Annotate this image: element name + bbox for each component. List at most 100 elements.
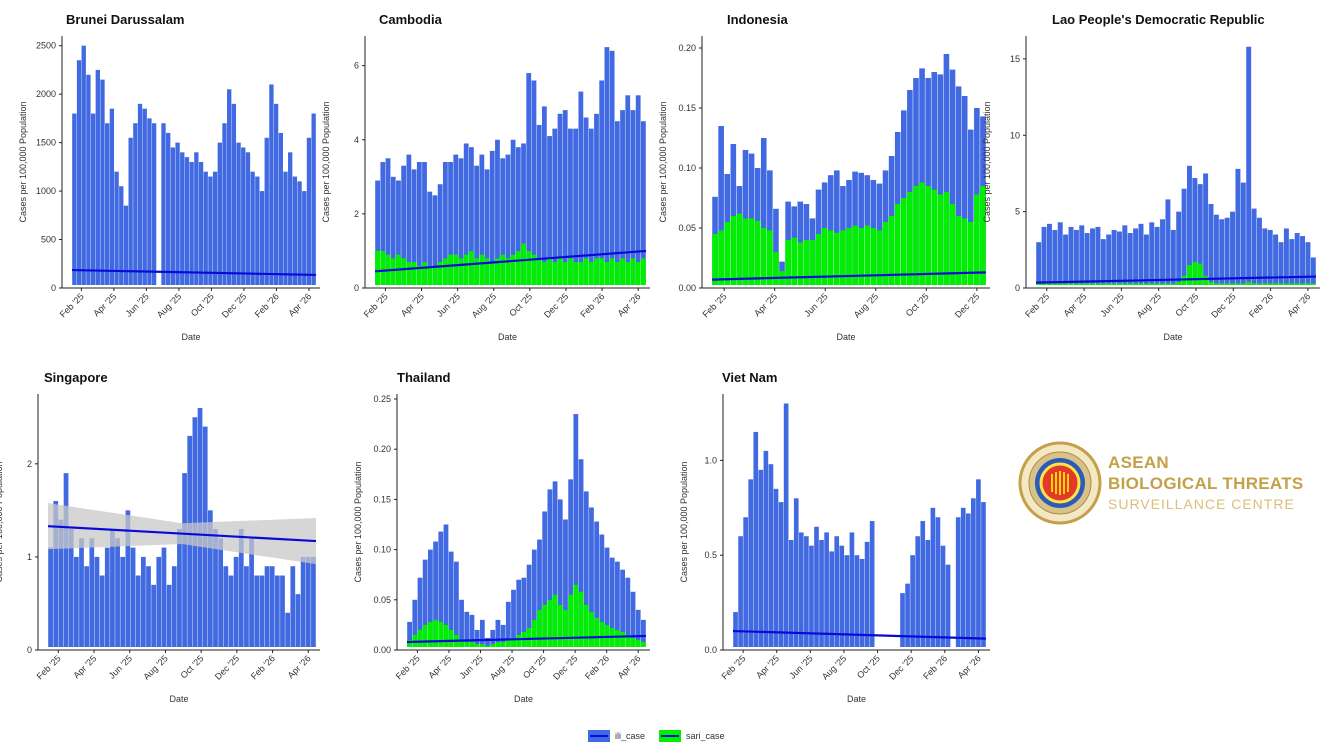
x-tick-label: Dec '25 [213, 653, 241, 681]
x-tick-label: Jun '25 [802, 291, 829, 318]
ili-bar [280, 575, 285, 647]
y-tick-label: 0.05 [373, 595, 391, 605]
ili-bar [900, 110, 907, 286]
y-tick-label: 1000 [36, 186, 56, 196]
sari-bar [526, 250, 532, 285]
ili-bar [1106, 234, 1112, 285]
ili-bar [854, 555, 860, 647]
ili-bar [73, 556, 79, 647]
sari-bar [858, 228, 864, 285]
sari-bar [521, 243, 526, 285]
sari-bar [375, 250, 381, 285]
x-tick-label: Apr '26 [956, 653, 983, 680]
sari-bar [505, 258, 511, 285]
sari-bar [1111, 283, 1117, 285]
sari-bar [949, 204, 956, 285]
ili-bar [768, 464, 774, 647]
sari-bar [469, 641, 475, 647]
sari-bar [422, 624, 428, 647]
ili-bar [630, 110, 636, 285]
ili-bar [171, 566, 177, 647]
sari-bar [1300, 283, 1306, 285]
ili-bar [311, 556, 316, 647]
sari-bar [1305, 283, 1311, 285]
x-tick-label: Dec '25 [887, 653, 915, 681]
ili-bar [115, 538, 120, 647]
sari-bar [542, 604, 548, 647]
trend-line [47, 525, 317, 543]
ili-bar [274, 575, 280, 647]
sari-bar [1165, 283, 1171, 285]
ili-bar [401, 165, 407, 285]
sari-bar [876, 230, 883, 285]
ili-bar [128, 137, 133, 285]
ili-bar [521, 577, 527, 647]
ili-bar [380, 162, 386, 285]
ili-bar [748, 479, 754, 647]
ili-bar [778, 502, 784, 647]
ili-bar [285, 612, 291, 647]
ili-bar [443, 524, 449, 647]
panel-3: Lao People's Democratic Republic 0 5 10 15 Fe… [982, 12, 1320, 342]
ili-bar [390, 176, 396, 285]
ili-bar [1230, 211, 1236, 285]
ili-bar [433, 541, 438, 647]
sari-bar [599, 621, 605, 647]
x-tick-label: Jun '25 [123, 291, 150, 318]
x-tick-label: Feb '25 [700, 291, 728, 319]
sari-bar [1041, 283, 1047, 285]
ili-bar [305, 556, 311, 647]
y-tick-label: 5 [1015, 207, 1020, 217]
x-tick-label: Feb '26 [578, 291, 606, 319]
sari-bar [1262, 283, 1268, 285]
ili-bar [635, 95, 641, 285]
sari-bar [641, 641, 646, 647]
y-tick-label: 0.05 [678, 223, 696, 233]
panel-1: Cambodia 0 2 4 6 Feb '25 Apr '25 Jun '25 Aug '25… [321, 12, 650, 342]
x-tick-label: Oct '25 [521, 653, 548, 680]
ili-bar [541, 106, 547, 285]
ili-bar [1267, 229, 1273, 285]
ili-bar [84, 566, 90, 647]
ili-bar [495, 619, 501, 647]
x-tick-label: Dec '25 [1209, 291, 1237, 319]
ili-bar [783, 403, 789, 647]
ili-bar [1278, 242, 1284, 285]
sari-bar [894, 204, 901, 285]
ili-bar [130, 547, 136, 647]
trend-line [406, 634, 647, 644]
panel-2: Indonesia 0.00 0.05 0.10 0.15 0.20 Feb '25 Apr … [658, 12, 990, 342]
ili-bar [448, 551, 454, 647]
x-axis-label: Date [1163, 332, 1182, 342]
sari-bar [943, 192, 950, 285]
x-tick-label: Oct '25 [507, 291, 534, 318]
ili-bar [1251, 208, 1257, 285]
asean-biothreat-logo: ASEAN BIOLOGICAL THREATS SURVEILLANCE CE… [1108, 452, 1304, 515]
ili-bar [90, 113, 96, 286]
ili-bar [1084, 233, 1090, 285]
ili-bar [1213, 214, 1219, 285]
ili-bar [515, 147, 521, 285]
x-tick-label: Feb '26 [249, 653, 277, 681]
ili-bar [133, 123, 138, 285]
x-tick-label: Jun '25 [107, 653, 134, 680]
ili-bar [166, 584, 172, 647]
ili-bar [935, 517, 941, 647]
ili-bar [474, 629, 480, 647]
ili-bar [156, 556, 162, 647]
ili-bar [283, 171, 288, 285]
ili-bar [537, 539, 542, 647]
sari-bar [955, 216, 962, 285]
sari-bar [1219, 283, 1225, 285]
sari-bar [1240, 283, 1246, 285]
ili-bar [1186, 165, 1192, 285]
sari-bar [537, 609, 542, 647]
sari-bar [730, 216, 737, 285]
y-axis-label: Cases per 100,000 Population [658, 101, 668, 222]
ili-bar [288, 152, 293, 285]
y-tick-label: 2 [354, 209, 359, 219]
ili-bar [615, 561, 620, 647]
ili-bar [208, 176, 213, 285]
